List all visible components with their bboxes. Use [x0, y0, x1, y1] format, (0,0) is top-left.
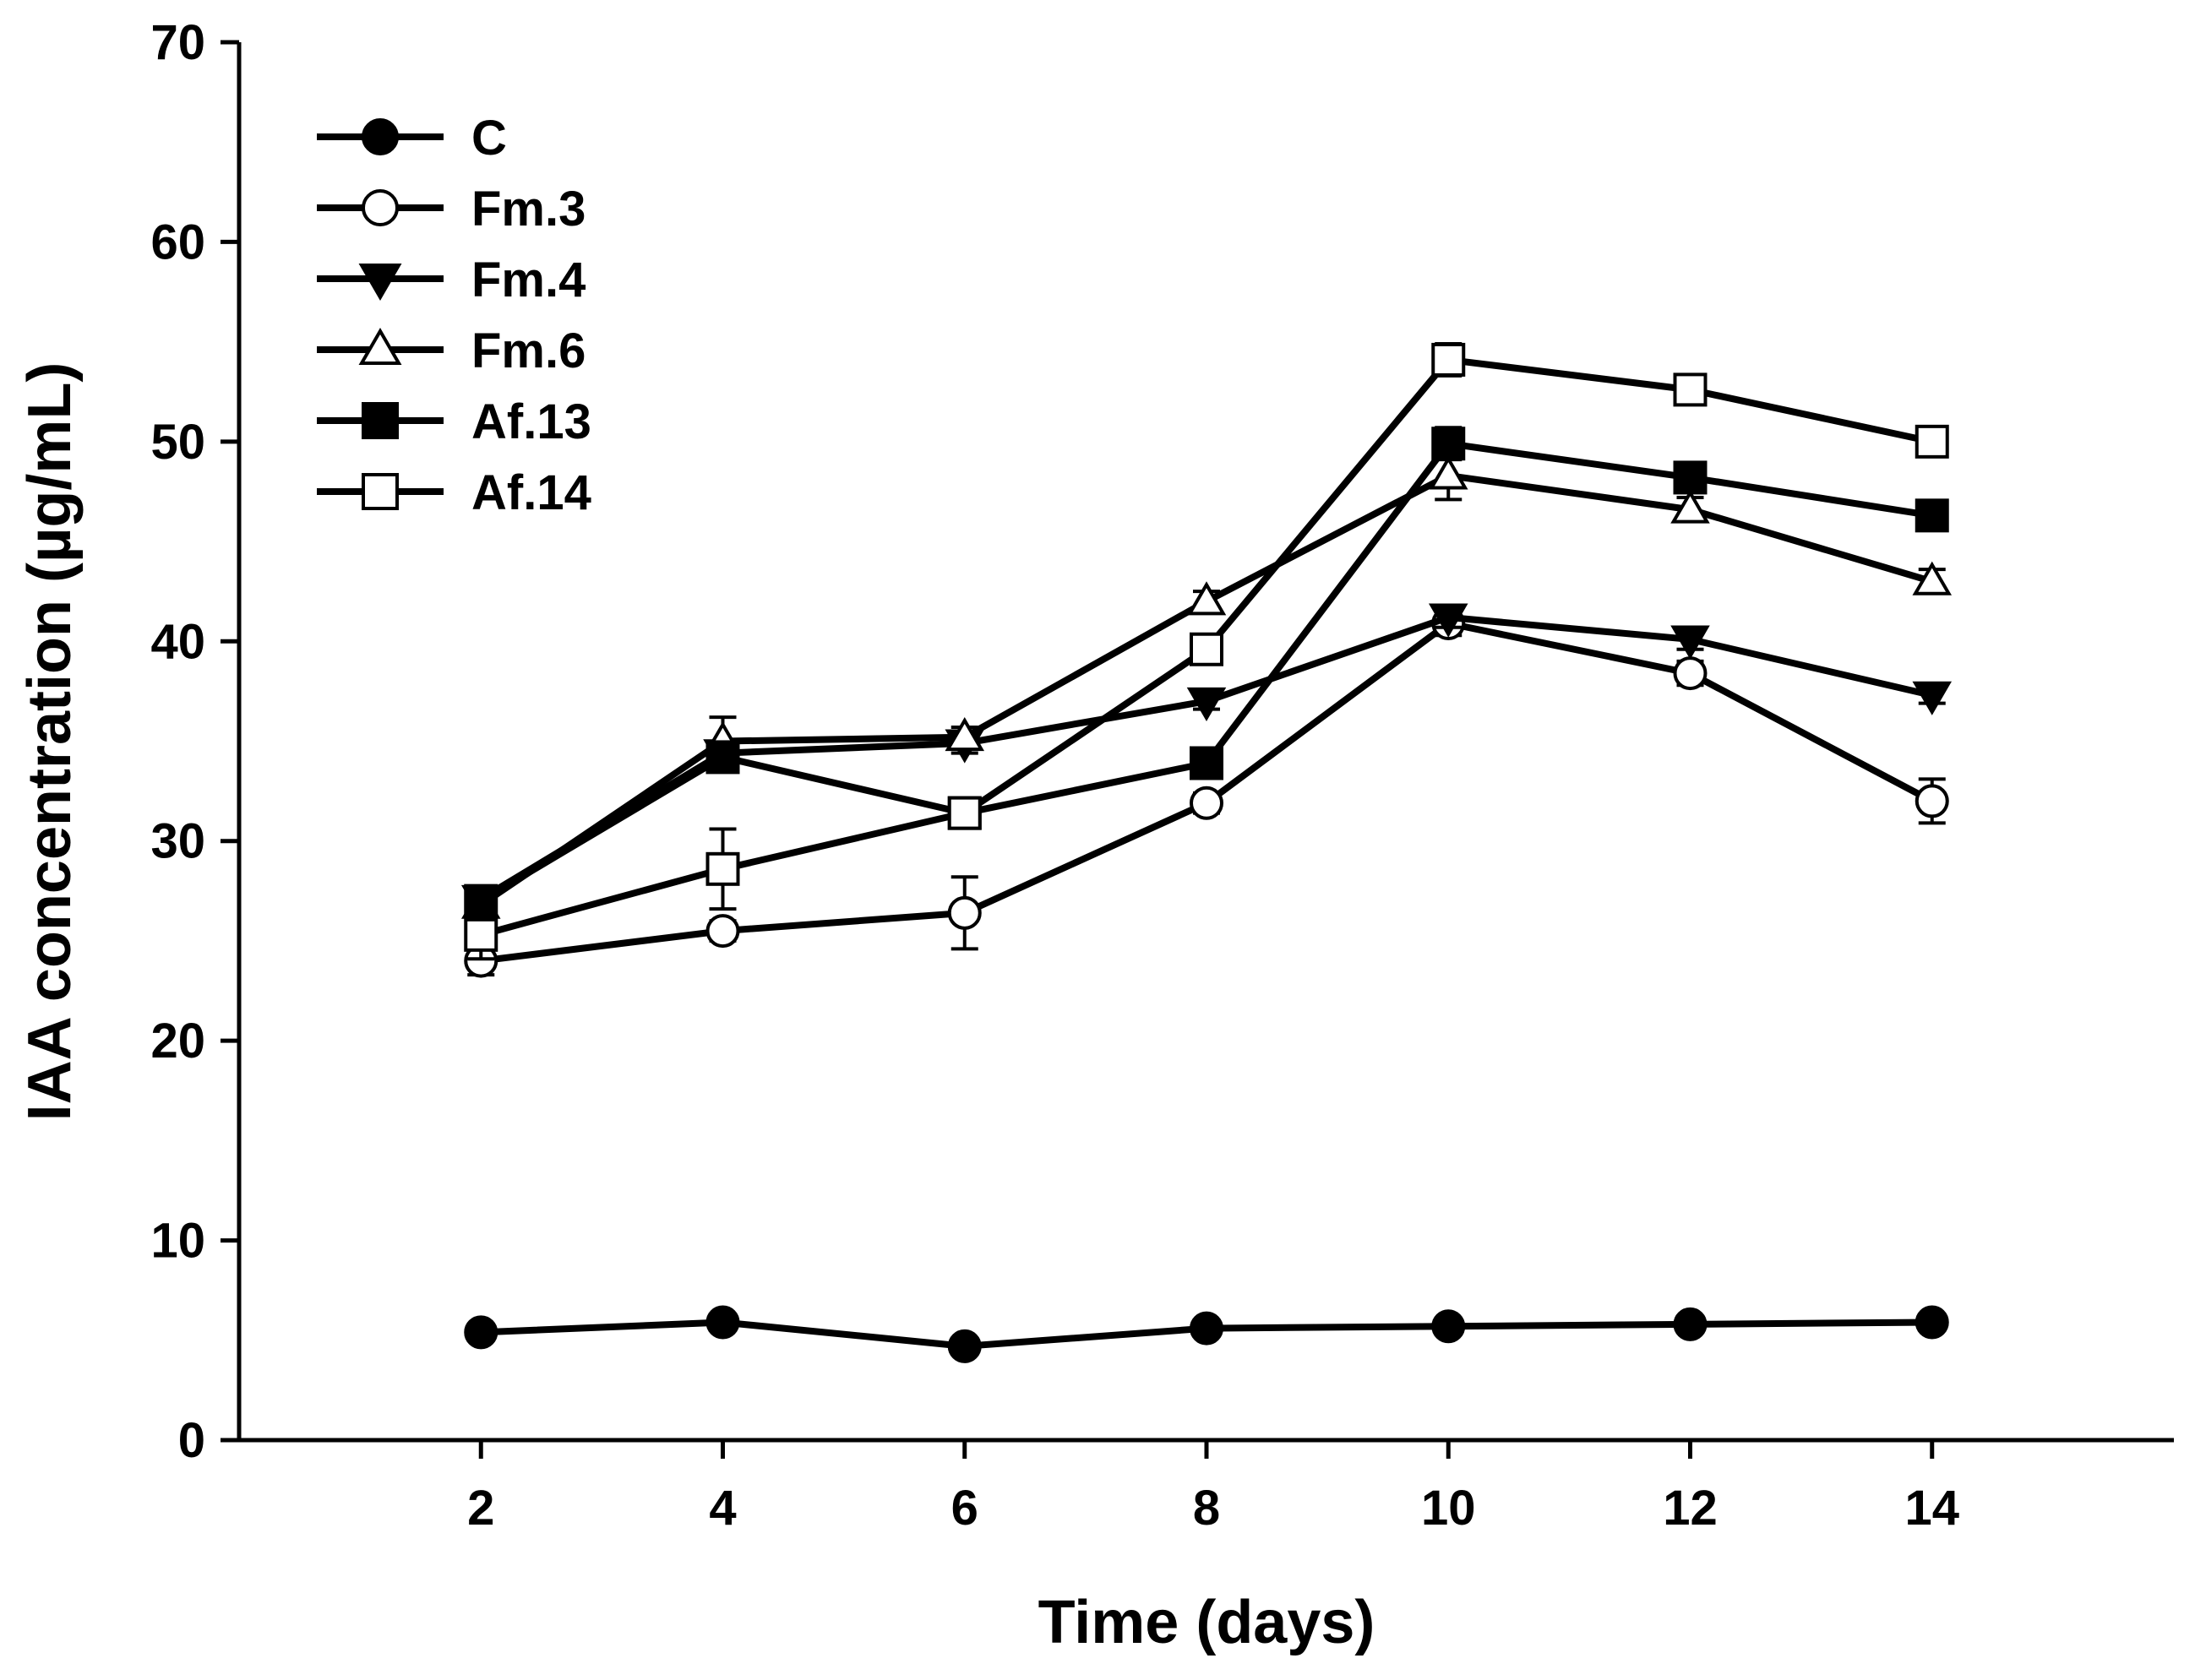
legend-label: Af.14 [471, 465, 591, 520]
y-tick-label: 60 [150, 215, 205, 269]
x-tick-label: 12 [1663, 1481, 1718, 1536]
legend-entry: Fm.6 [317, 323, 586, 378]
data-point [1190, 1311, 1223, 1346]
legend-entry: C [317, 111, 507, 166]
data-point [464, 1315, 498, 1350]
data-point [1186, 581, 1227, 616]
series-fm3 [464, 606, 1949, 978]
x-tick-label: 8 [1193, 1481, 1220, 1536]
data-point [1912, 561, 1953, 595]
y-tick-label: 0 [178, 1413, 205, 1468]
legend-marker [362, 189, 399, 226]
series-fm6 [460, 449, 1953, 919]
legend-label: Af.13 [471, 394, 591, 449]
legend: C Fm.3 Fm.4 Fm.6 Af.13 Af.14 [317, 111, 591, 520]
x-tick-label: 4 [709, 1481, 736, 1536]
y-tick-label: 70 [150, 15, 205, 70]
series-layer [460, 342, 1953, 1363]
legend-marker [358, 328, 402, 365]
data-point [1915, 498, 1949, 533]
y-tick-label: 50 [150, 415, 205, 470]
y-tick-label: 40 [150, 614, 205, 669]
legend-label: Fm.3 [471, 182, 586, 237]
data-point [1673, 1307, 1708, 1341]
legend-label: C [471, 111, 507, 166]
y-tick-label: 30 [150, 814, 205, 869]
data-point [1673, 372, 1708, 407]
data-point [1670, 489, 1710, 524]
data-point [1673, 656, 1708, 691]
legend-label: Fm.4 [471, 253, 586, 307]
data-point [947, 1329, 982, 1363]
legend-marker [358, 264, 402, 301]
data-point [1190, 746, 1223, 780]
x-axis-title: Time (days) [1038, 1589, 1375, 1656]
legend-marker [362, 118, 399, 155]
legend-entry: Fm.3 [317, 182, 586, 237]
data-point [1190, 786, 1223, 820]
series-af14 [464, 342, 1949, 961]
x-tick-label: 2 [467, 1481, 494, 1536]
data-point [1912, 681, 1953, 715]
data-point [1915, 424, 1949, 459]
legend-entry: Af.13 [317, 394, 591, 449]
y-axis-title: IAA concentration (µg/mL) [16, 362, 84, 1122]
data-point [947, 895, 982, 930]
data-point [1431, 342, 1466, 377]
data-point [1186, 687, 1227, 722]
x-tick-label: 14 [1904, 1481, 1959, 1536]
data-point [1670, 625, 1710, 660]
series-line [479, 440, 1933, 905]
data-point [1190, 632, 1223, 666]
y-tick-label: 10 [150, 1214, 205, 1269]
legend-marker [362, 473, 399, 510]
data-point [1915, 784, 1949, 818]
data-point [947, 796, 982, 830]
legend-entry: Fm.4 [317, 253, 586, 307]
data-point [705, 740, 740, 775]
data-point [1428, 603, 1468, 638]
data-point [705, 914, 740, 949]
series-c [464, 1305, 1949, 1363]
x-tick-label: 6 [951, 1481, 978, 1536]
data-point [1673, 460, 1708, 495]
data-point [1915, 1305, 1949, 1340]
legend-marker [362, 402, 399, 439]
legend-label: Fm.6 [471, 323, 586, 378]
data-point [1431, 427, 1466, 461]
legend-entry: Af.14 [317, 465, 591, 520]
data-point [705, 1305, 740, 1340]
x-ticks: 2 4 6 8 10 12 14 [467, 1440, 1959, 1536]
series-af13 [464, 426, 1949, 918]
y-tick-label: 20 [150, 1014, 205, 1068]
x-tick-label: 10 [1421, 1481, 1476, 1536]
data-point [464, 917, 498, 952]
data-point [705, 851, 740, 886]
data-point [945, 716, 985, 752]
data-point [1428, 455, 1468, 490]
y-ticks: 0 10 20 30 40 50 60 70 [150, 15, 239, 1468]
data-point [1431, 1309, 1466, 1344]
